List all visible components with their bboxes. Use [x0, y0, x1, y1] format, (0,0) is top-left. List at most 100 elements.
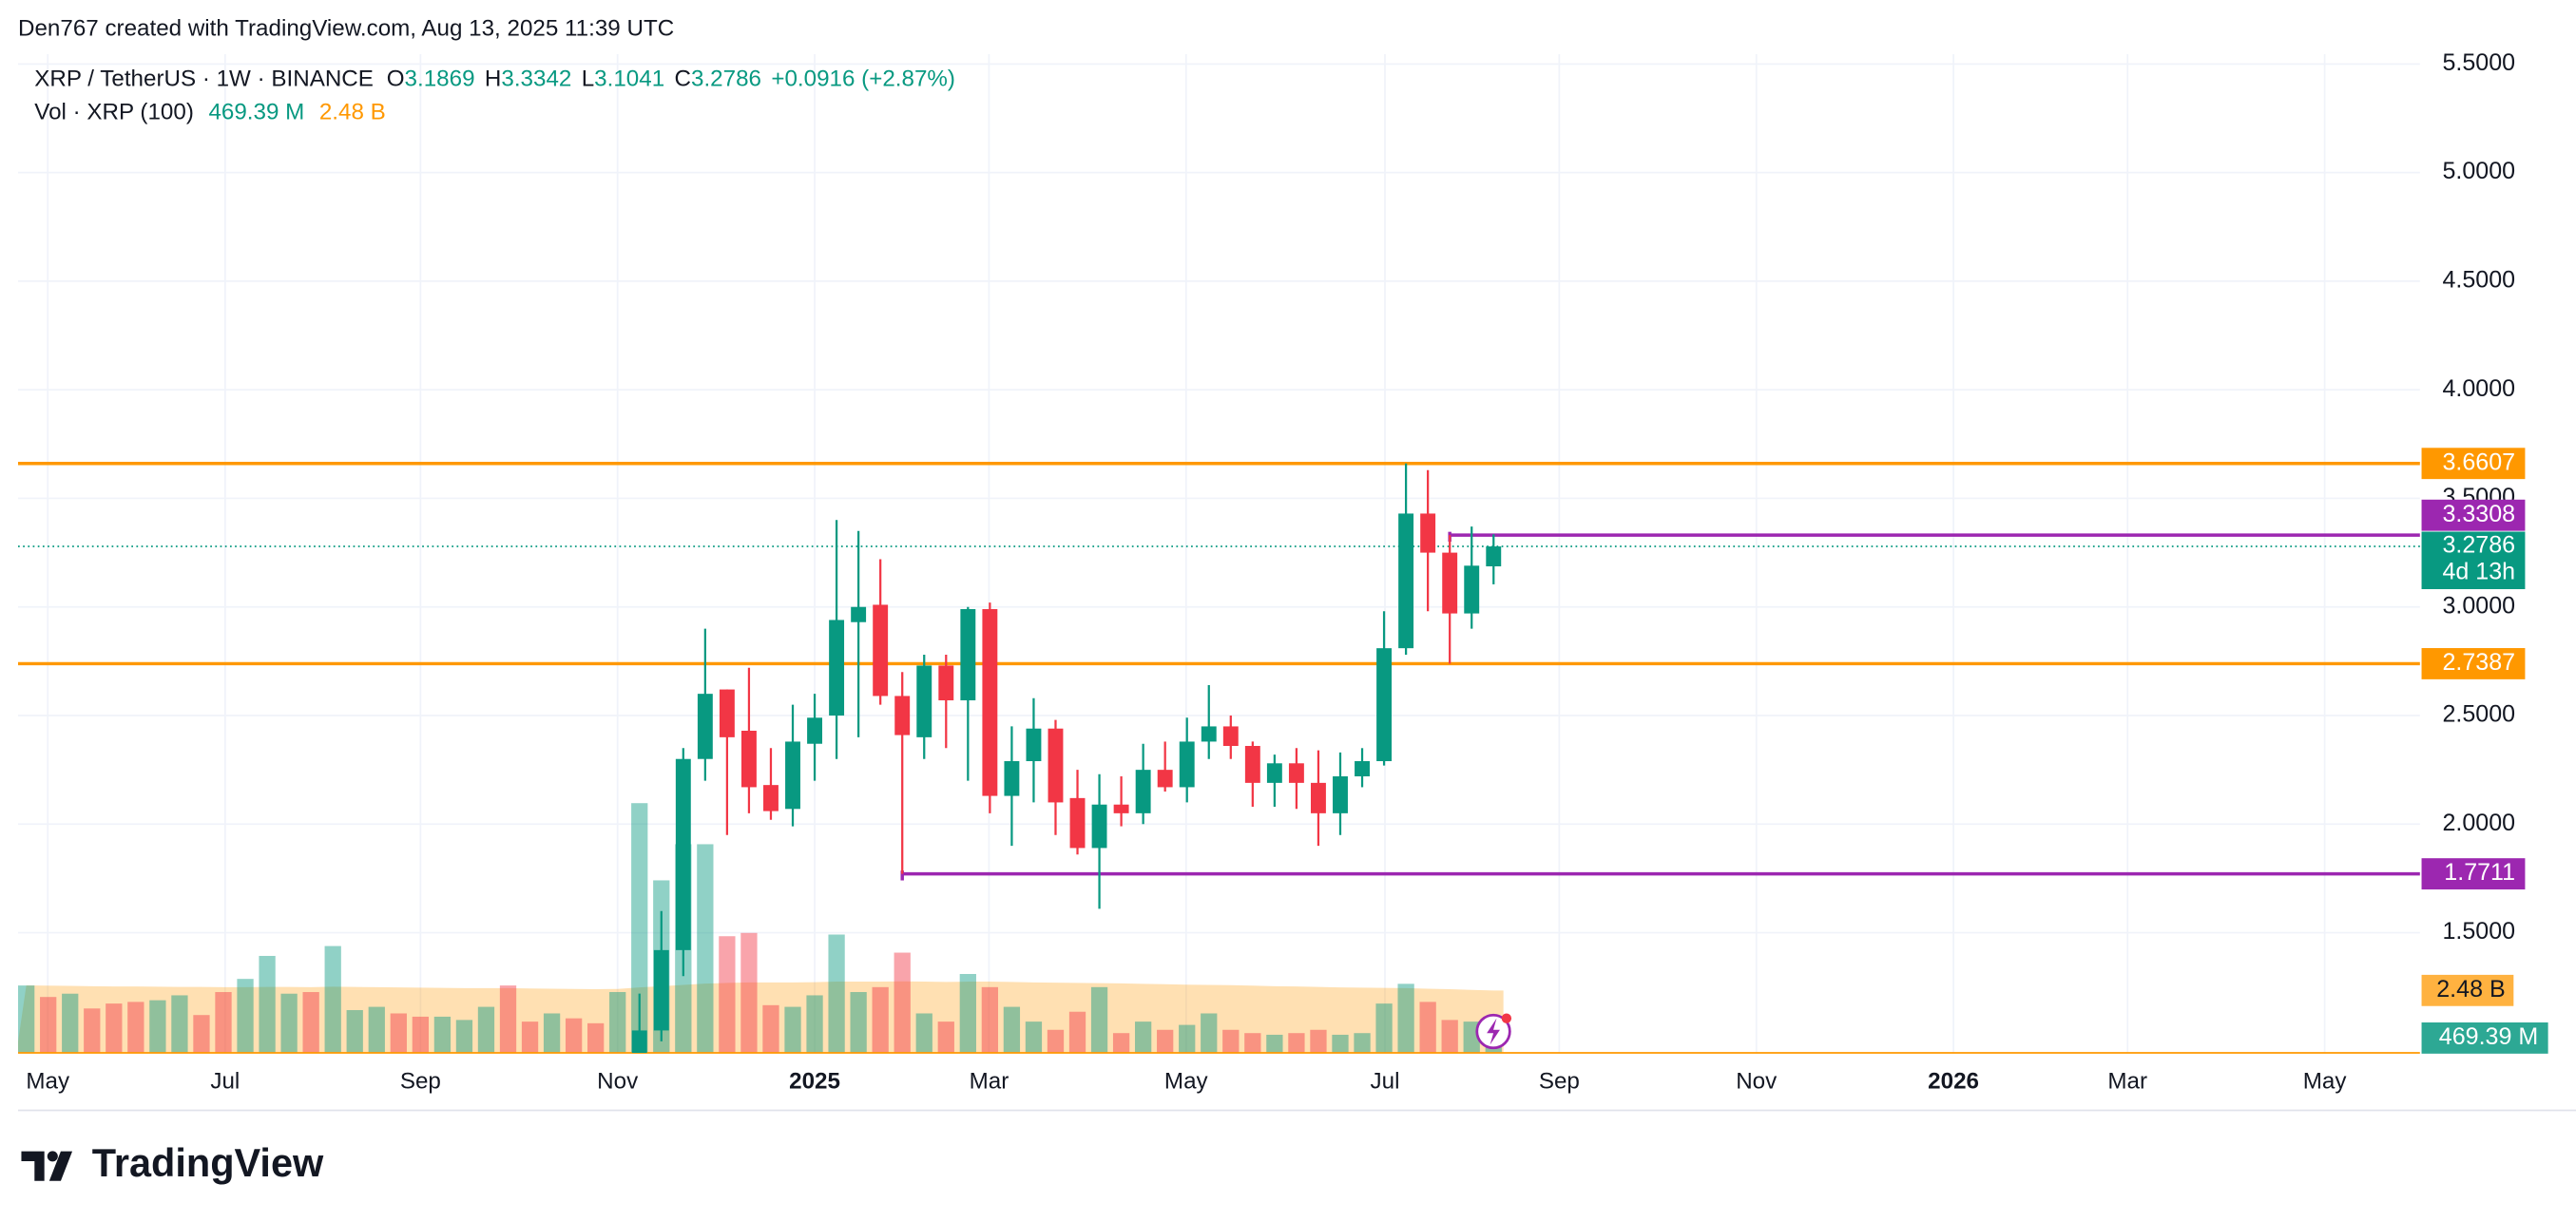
- candle-body: [740, 731, 757, 788]
- candle-body: [1069, 797, 1086, 849]
- volume-bar: [543, 1013, 561, 1053]
- volume-bar: [1025, 1022, 1043, 1053]
- volume-bar: [565, 1018, 583, 1053]
- volume-bar: [981, 986, 999, 1053]
- candle-body: [1288, 763, 1304, 783]
- candle-body: [1355, 761, 1370, 777]
- candle-body: [719, 689, 735, 737]
- volume-bar: [828, 934, 845, 1053]
- volume-bar: [1419, 1002, 1436, 1053]
- volume-bar: [1441, 1020, 1458, 1053]
- candle-body: [675, 758, 691, 950]
- candle-body: [763, 785, 779, 811]
- volume-bar: [1179, 1024, 1196, 1053]
- candle-body: [1310, 782, 1326, 813]
- x-tick-label: Mar: [970, 1068, 1009, 1094]
- y-tick-label: 3.0000: [2442, 592, 2515, 619]
- x-tick-label: May: [2303, 1068, 2348, 1094]
- volume-ma-label-box: [2421, 974, 2514, 1006]
- volume-bar: [609, 992, 626, 1053]
- legend-value: 3.1041: [594, 67, 664, 92]
- volume-bar: [324, 945, 341, 1053]
- x-tick-label: Sep: [1539, 1068, 1580, 1094]
- candle-body: [894, 696, 911, 735]
- level-label: 3.3308: [2442, 501, 2515, 527]
- legend-letter: L: [582, 67, 594, 92]
- volume-bar: [280, 993, 298, 1053]
- candle-body: [1244, 746, 1260, 783]
- candle-body: [1091, 804, 1107, 849]
- candle-body: [1486, 546, 1502, 567]
- volume-bar: [237, 979, 254, 1053]
- volume-bar: [193, 1015, 210, 1053]
- y-tick-label: 4.0000: [2442, 375, 2515, 402]
- volume-bar: [850, 992, 867, 1053]
- volume-bar: [784, 1006, 801, 1053]
- volume-bar: [259, 955, 276, 1053]
- volume-bar: [1157, 1029, 1174, 1053]
- volume-bar: [1112, 1033, 1130, 1053]
- level-label-box: [2421, 448, 2526, 480]
- volume-bar: [587, 1022, 605, 1053]
- y-tick-label: 5.0000: [2442, 158, 2515, 184]
- legend-letter: O: [387, 67, 405, 92]
- price-label: 3.2786: [2442, 532, 2515, 559]
- grid: [18, 54, 2420, 1053]
- volume-bar: [937, 1022, 954, 1053]
- candle-body: [1376, 648, 1393, 762]
- volume-bar: [346, 1010, 363, 1053]
- x-tick-label: 2025: [789, 1068, 840, 1094]
- volume-pane: [18, 803, 1504, 1053]
- volume-bar: [455, 1020, 473, 1053]
- volume-ma-label: 2.48 B: [2436, 976, 2505, 1002]
- candles: [631, 463, 1502, 1053]
- level-label: 1.7711: [2444, 859, 2515, 886]
- legend-value: 3.1869: [405, 67, 475, 92]
- legend-volume-title: Vol · XRP (100): [34, 100, 194, 125]
- volume-bar: [499, 985, 517, 1053]
- candle-body: [916, 665, 932, 737]
- candle-body: [697, 694, 713, 759]
- attribution: Den767 created with TradingView.com, Aug…: [18, 16, 674, 42]
- volume-bar: [84, 1008, 101, 1053]
- candle-body: [785, 741, 800, 810]
- x-tick-label: Jul: [1371, 1068, 1400, 1094]
- candle-body: [1398, 513, 1414, 649]
- volume-bar: [62, 993, 79, 1053]
- candle-body: [1179, 741, 1195, 788]
- volume-bar: [171, 995, 188, 1053]
- x-tick-label: Mar: [2107, 1068, 2147, 1094]
- volume-bar: [1047, 1029, 1065, 1053]
- level-label-box: [2421, 858, 2526, 890]
- volume-bar: [302, 992, 319, 1053]
- candle-body: [1222, 726, 1239, 747]
- volume-bar: [149, 1000, 166, 1053]
- x-tick-label: Jul: [210, 1068, 240, 1094]
- x-tick-label: May: [1164, 1068, 1209, 1094]
- volume-bar: [1397, 983, 1414, 1053]
- replay-icon: [1475, 1013, 1512, 1050]
- volume-ma-area: [18, 981, 1504, 1053]
- volume-bar: [368, 1006, 385, 1053]
- volume-bar: [740, 932, 758, 1053]
- candle-body: [1464, 565, 1480, 614]
- volume-label: 469.39 M: [2439, 1023, 2538, 1050]
- volume-bar: [1201, 1013, 1218, 1053]
- volume-bar: [1266, 1034, 1283, 1053]
- volume-bar: [719, 936, 736, 1053]
- volume-bar: [915, 1013, 932, 1053]
- candle-body: [851, 606, 867, 622]
- y-tick-label: 4.5000: [2442, 267, 2515, 294]
- legend-value: 3.3342: [501, 67, 571, 92]
- legend-volume: 469.39 M: [208, 100, 304, 125]
- candle-body: [829, 620, 845, 716]
- volume-bar: [1003, 1006, 1021, 1053]
- volume-bar: [40, 997, 57, 1053]
- candle-body: [1266, 763, 1282, 783]
- volume-bar: [1375, 1003, 1393, 1053]
- volume-bar: [959, 974, 976, 1053]
- y-tick-label: 2.5000: [2442, 701, 2515, 728]
- x-tick-label: 2026: [1928, 1068, 1979, 1094]
- candle-body: [1135, 770, 1151, 813]
